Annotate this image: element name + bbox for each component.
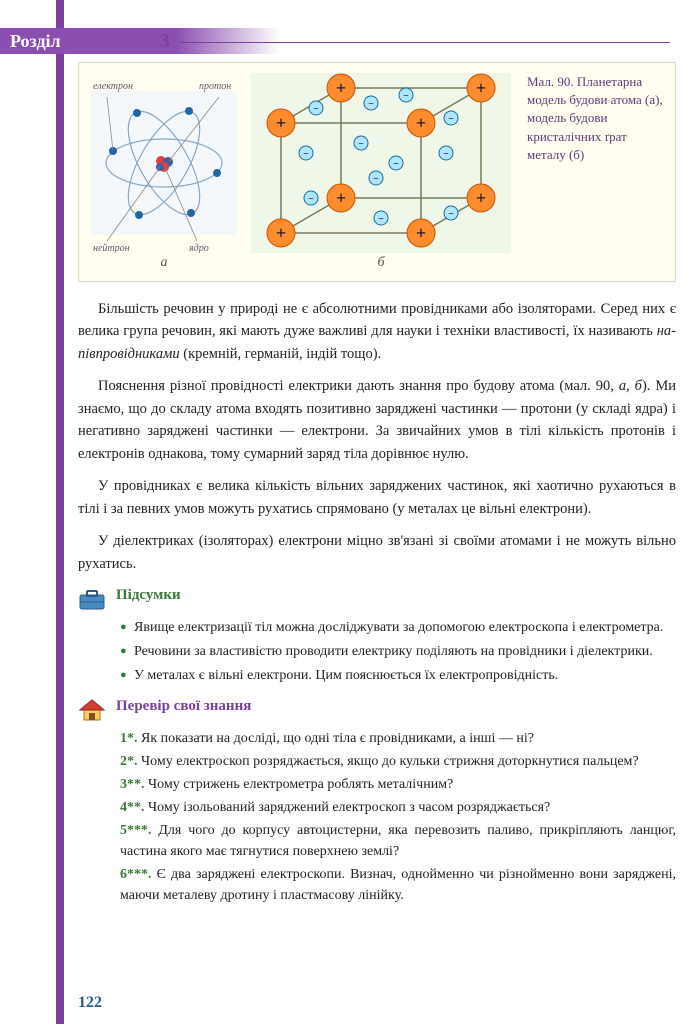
label-proton: протон — [199, 81, 231, 92]
svg-text:+: + — [476, 78, 486, 98]
summary-heading: Підсумки — [78, 587, 676, 611]
question-item: 6***. Є два заряджені електроскопи. Визн… — [120, 864, 676, 906]
paragraph-4: У діелектриках (ізоляторах) електрони мі… — [78, 530, 676, 575]
house-icon — [78, 698, 106, 722]
figure-sub-a: а — [89, 255, 239, 271]
question-item: 4**. Чому ізольований заряджений електро… — [120, 797, 676, 818]
paragraph-2: Пояснення різної провідності електрики д… — [78, 375, 676, 465]
page-content: електрон протон нейтрон ядро а — [78, 62, 676, 908]
figure-caption: Мал. 90. Планетарна модель будови атома … — [523, 73, 665, 271]
svg-text:−: − — [358, 139, 364, 150]
svg-text:+: + — [416, 223, 426, 243]
page-number: 122 — [78, 994, 102, 1012]
check-title: Перевір свої знання — [116, 698, 251, 715]
svg-text:−: − — [378, 214, 384, 225]
left-margin-bar — [56, 0, 64, 1024]
label-nucleus: ядро — [188, 243, 209, 253]
svg-text:−: − — [303, 149, 309, 160]
svg-text:+: + — [276, 223, 286, 243]
svg-text:−: − — [443, 149, 449, 160]
label-electron: електрон — [93, 81, 133, 92]
questions-list: 1*. Як показати на досліді, що одні тіла… — [120, 728, 676, 906]
summary-item: Речовини за властивістю проводити електр… — [120, 641, 676, 662]
briefcase-icon — [78, 587, 106, 611]
svg-text:−: − — [393, 159, 399, 170]
summary-item: Явище електризації тіл можна досліджуват… — [120, 617, 676, 638]
summary-list: Явище електризації тіл можна досліджуват… — [120, 617, 676, 686]
paragraph-1: Більшість речовин у природі не є абсолют… — [78, 298, 676, 365]
svg-text:−: − — [448, 114, 454, 125]
chapter-label: Розділ — [0, 31, 61, 52]
figure-sub-b: б — [251, 255, 511, 271]
figure-90-container: електрон протон нейтрон ядро а — [78, 62, 676, 282]
question-item: 2*. Чому електроскоп розряджається, якщо… — [120, 751, 676, 772]
svg-text:−: − — [403, 91, 409, 102]
summary-title: Підсумки — [116, 587, 181, 604]
svg-text:−: − — [373, 174, 379, 185]
check-heading: Перевір свої знання — [78, 698, 676, 722]
atom-diagram: електрон протон нейтрон ядро — [89, 73, 239, 253]
svg-text:−: − — [368, 99, 374, 110]
svg-text:+: + — [476, 188, 486, 208]
lattice-svg: + + + + + + + + − − − − — [251, 73, 511, 253]
chapter-header-line — [180, 42, 670, 43]
lattice-diagram: + + + + + + + + − − − − — [251, 73, 511, 253]
svg-text:+: + — [416, 113, 426, 133]
svg-text:+: + — [336, 188, 346, 208]
question-item: 3**. Чому стрижень електрометра роблять … — [120, 774, 676, 795]
svg-text:−: − — [308, 194, 314, 205]
summary-item: У металах є вільні електрони. Цим поясню… — [120, 665, 676, 686]
svg-text:+: + — [336, 78, 346, 98]
svg-text:−: − — [448, 209, 454, 220]
atom-figure-column: електрон протон нейтрон ядро а — [89, 73, 239, 271]
lattice-figure-column: + + + + + + + + − − − − — [251, 73, 511, 271]
label-neutron: нейтрон — [93, 243, 130, 253]
atom-svg: електрон протон нейтрон ядро — [89, 73, 239, 253]
paragraph-3: У провідниках є велика кількість вільних… — [78, 475, 676, 520]
chapter-number: 3 — [160, 30, 170, 53]
chapter-header-band: Розділ — [0, 28, 700, 54]
svg-text:−: − — [313, 104, 319, 115]
svg-text:+: + — [276, 113, 286, 133]
question-item: 1*. Як показати на досліді, що одні тіла… — [120, 728, 676, 749]
question-item: 5***. Для чого до корпусу автоцистерни, … — [120, 820, 676, 862]
